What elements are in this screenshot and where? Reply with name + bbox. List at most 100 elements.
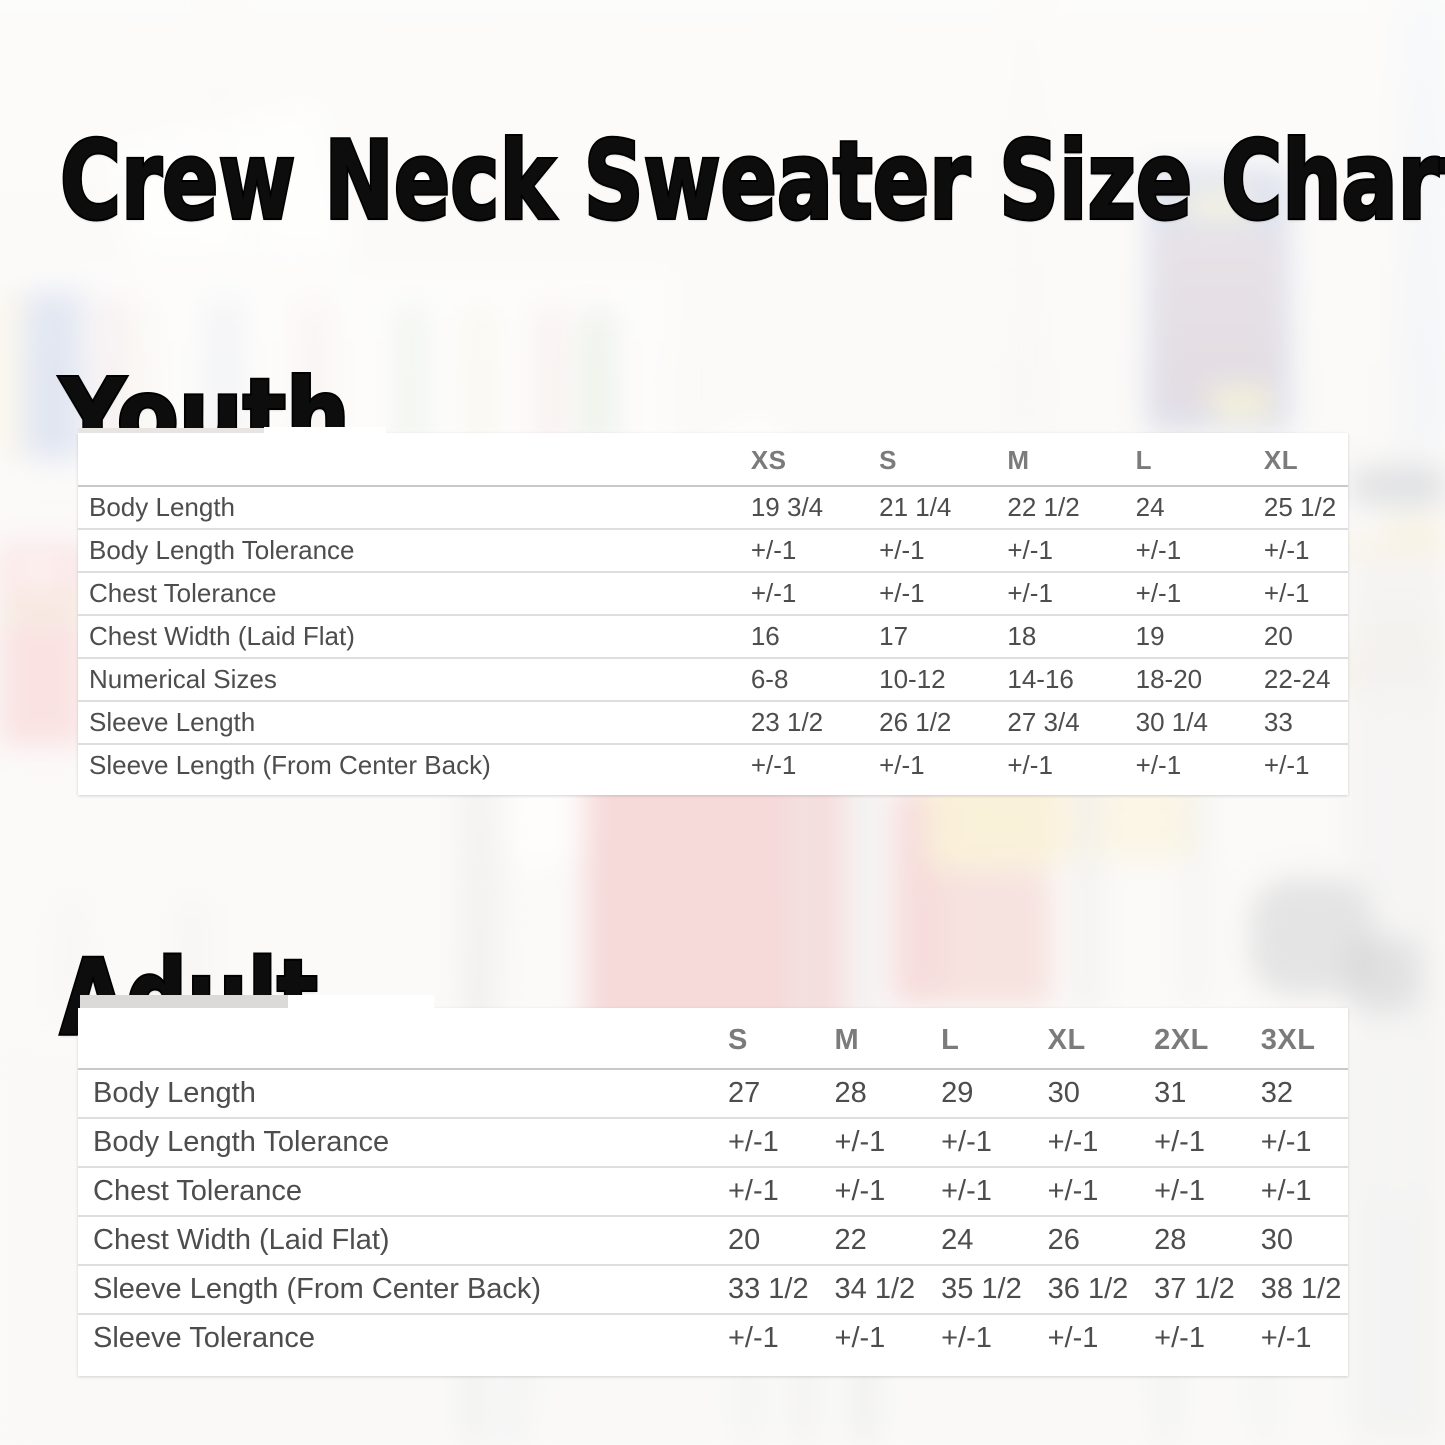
size-value: 14-16 <box>1006 657 1135 701</box>
adult-size-chart-card: S M L XL 2XL 3XL Body Length 27 28 29 30 31 32 Body L… <box>78 995 1348 1376</box>
size-value: 38 1/2 <box>1259 1264 1348 1314</box>
size-value: +/-1 <box>940 1313 1047 1362</box>
size-value: 17 <box>878 614 1007 658</box>
youth-size-table: XS S M L XL Body Length 19 3/4 21 1/4 22 1/2 24 25… <box>78 433 1348 786</box>
table-row: Body Length 27 28 29 30 31 32 <box>78 1069 1348 1118</box>
size-column-header: M <box>1006 433 1135 487</box>
size-value: +/-1 <box>1259 1117 1348 1167</box>
size-value: +/-1 <box>1134 743 1263 786</box>
size-value: 10-12 <box>878 657 1007 701</box>
row-label: Body Length <box>93 1077 256 1109</box>
size-value: 18-20 <box>1134 657 1263 701</box>
size-value: 33 <box>1262 700 1348 744</box>
size-value: +/-1 <box>1262 571 1348 615</box>
row-label: Chest Width (Laid Flat) <box>78 1215 727 1265</box>
page-title: Crew Neck Sweater Size Chart <box>58 119 1445 245</box>
size-value: +/-1 <box>940 1166 1047 1216</box>
table-row: Body Length Tolerance +/-1 +/-1 +/-1 +/-1 +/-… <box>78 1117 1348 1167</box>
size-value: 29 <box>941 1077 974 1109</box>
card-tab-grey <box>80 995 288 1008</box>
size-column-header: 2XL <box>1153 1008 1260 1070</box>
size-value: +/-1 <box>1153 1117 1260 1167</box>
size-value: 18 <box>1006 614 1135 658</box>
table-row: Chest Tolerance +/-1 +/-1 +/-1 +/-1 +/-1 +/-1 <box>78 1166 1348 1216</box>
table-row: Sleeve Length (From Center Back) +/-1 +/-1… <box>78 743 1348 786</box>
size-column-header: XS <box>749 433 879 487</box>
size-column-header: XL <box>1046 1008 1154 1070</box>
row-label: Sleeve Length (From Center Back) <box>78 743 750 786</box>
size-value: 30 <box>1259 1215 1348 1265</box>
size-value: +/-1 <box>749 743 879 786</box>
size-value: 30 <box>1047 1077 1080 1109</box>
size-value: 26 1/2 <box>878 700 1007 744</box>
size-column-header: L <box>940 1008 1047 1070</box>
card-tab-white <box>264 427 386 433</box>
size-value: +/-1 <box>1046 1166 1154 1216</box>
row-label: Body Length Tolerance <box>78 1117 727 1167</box>
size-value: +/-1 <box>1134 528 1263 572</box>
size-value: 31 <box>1154 1077 1187 1109</box>
size-value: +/-1 <box>1259 1313 1348 1362</box>
table-row: Sleeve Tolerance +/-1 +/-1 +/-1 +/-1 +/-1 +/-1 <box>78 1313 1348 1362</box>
table-row: Chest Width (Laid Flat) 20 22 24 26 28 30 <box>78 1215 1348 1265</box>
size-value: 24 <box>940 1215 1047 1265</box>
row-label: Sleeve Length <box>78 700 750 744</box>
size-value: 22 <box>833 1215 941 1265</box>
size-value: 20 <box>726 1215 834 1265</box>
size-value: +/-1 <box>1046 1313 1154 1362</box>
size-value: 6-8 <box>749 657 879 701</box>
adult-size-table: S M L XL 2XL 3XL Body Length 27 28 29 30 31 32 Body L… <box>78 1008 1348 1362</box>
size-value: 19 3/4 <box>750 492 824 522</box>
table-row: Chest Width (Laid Flat) 16 17 18 19 20 <box>78 614 1348 658</box>
size-value: 27 <box>727 1077 761 1109</box>
size-value: +/-1 <box>940 1117 1047 1167</box>
size-column-header: M <box>833 1008 941 1070</box>
card-tab-grey <box>78 428 264 433</box>
size-value: +/-1 <box>1262 743 1348 786</box>
size-value: 24 <box>1135 492 1165 522</box>
size-column-header: XL <box>1262 433 1348 487</box>
size-value: +/-1 <box>833 1166 941 1216</box>
page-title-text: Crew Neck Sweater Size Chart <box>58 119 1445 245</box>
size-value: +/-1 <box>1153 1166 1260 1216</box>
size-value: 22-24 <box>1262 657 1348 701</box>
corner-cell <box>78 433 750 487</box>
row-label: Chest Tolerance <box>78 1166 727 1216</box>
size-column-header: 3XL <box>1259 1008 1348 1070</box>
size-value: +/-1 <box>878 571 1007 615</box>
youth-size-chart-card: XS S M L XL Body Length 19 3/4 21 1/4 22 1/2 24 25… <box>78 427 1348 795</box>
size-value: +/-1 <box>1262 528 1348 572</box>
size-value: +/-1 <box>1259 1166 1348 1216</box>
table-row: Sleeve Length 23 1/2 26 1/2 27 3/4 30 1/4 33 <box>78 700 1348 744</box>
size-value: +/-1 <box>749 571 879 615</box>
row-label: Body Length <box>89 492 236 522</box>
size-value: +/-1 <box>833 1117 941 1167</box>
row-label: Chest Tolerance <box>78 571 750 615</box>
size-value: 22 1/2 <box>1007 492 1080 522</box>
size-value: +/-1 <box>1134 571 1263 615</box>
size-value: +/-1 <box>833 1313 941 1362</box>
size-value: +/-1 <box>1153 1313 1260 1362</box>
size-value: 25 1/2 <box>1263 492 1337 522</box>
size-value: 36 1/2 <box>1046 1264 1154 1314</box>
row-label: Sleeve Length (From Center Back) <box>78 1264 727 1314</box>
size-value: 27 3/4 <box>1006 700 1135 744</box>
size-value: 37 1/2 <box>1153 1264 1260 1314</box>
size-value: +/-1 <box>726 1117 834 1167</box>
table-row: Body Length 19 3/4 21 1/4 22 1/2 24 25 1/2 <box>78 486 1348 529</box>
size-value: +/-1 <box>878 743 1007 786</box>
size-column-header: L <box>1134 433 1263 487</box>
row-label: Numerical Sizes <box>78 657 750 701</box>
card-tab-white <box>288 995 434 1008</box>
header-row: S M L XL 2XL 3XL <box>78 1008 1348 1070</box>
size-value: 21 1/4 <box>879 492 952 522</box>
size-value: +/-1 <box>878 528 1007 572</box>
row-label: Chest Width (Laid Flat) <box>78 614 750 658</box>
size-value: +/-1 <box>1006 528 1135 572</box>
size-value: 30 1/4 <box>1134 700 1263 744</box>
size-value: 26 <box>1046 1215 1154 1265</box>
size-column-header: S <box>878 433 1007 487</box>
size-value: 28 <box>1153 1215 1260 1265</box>
row-label: Body Length Tolerance <box>78 528 750 572</box>
